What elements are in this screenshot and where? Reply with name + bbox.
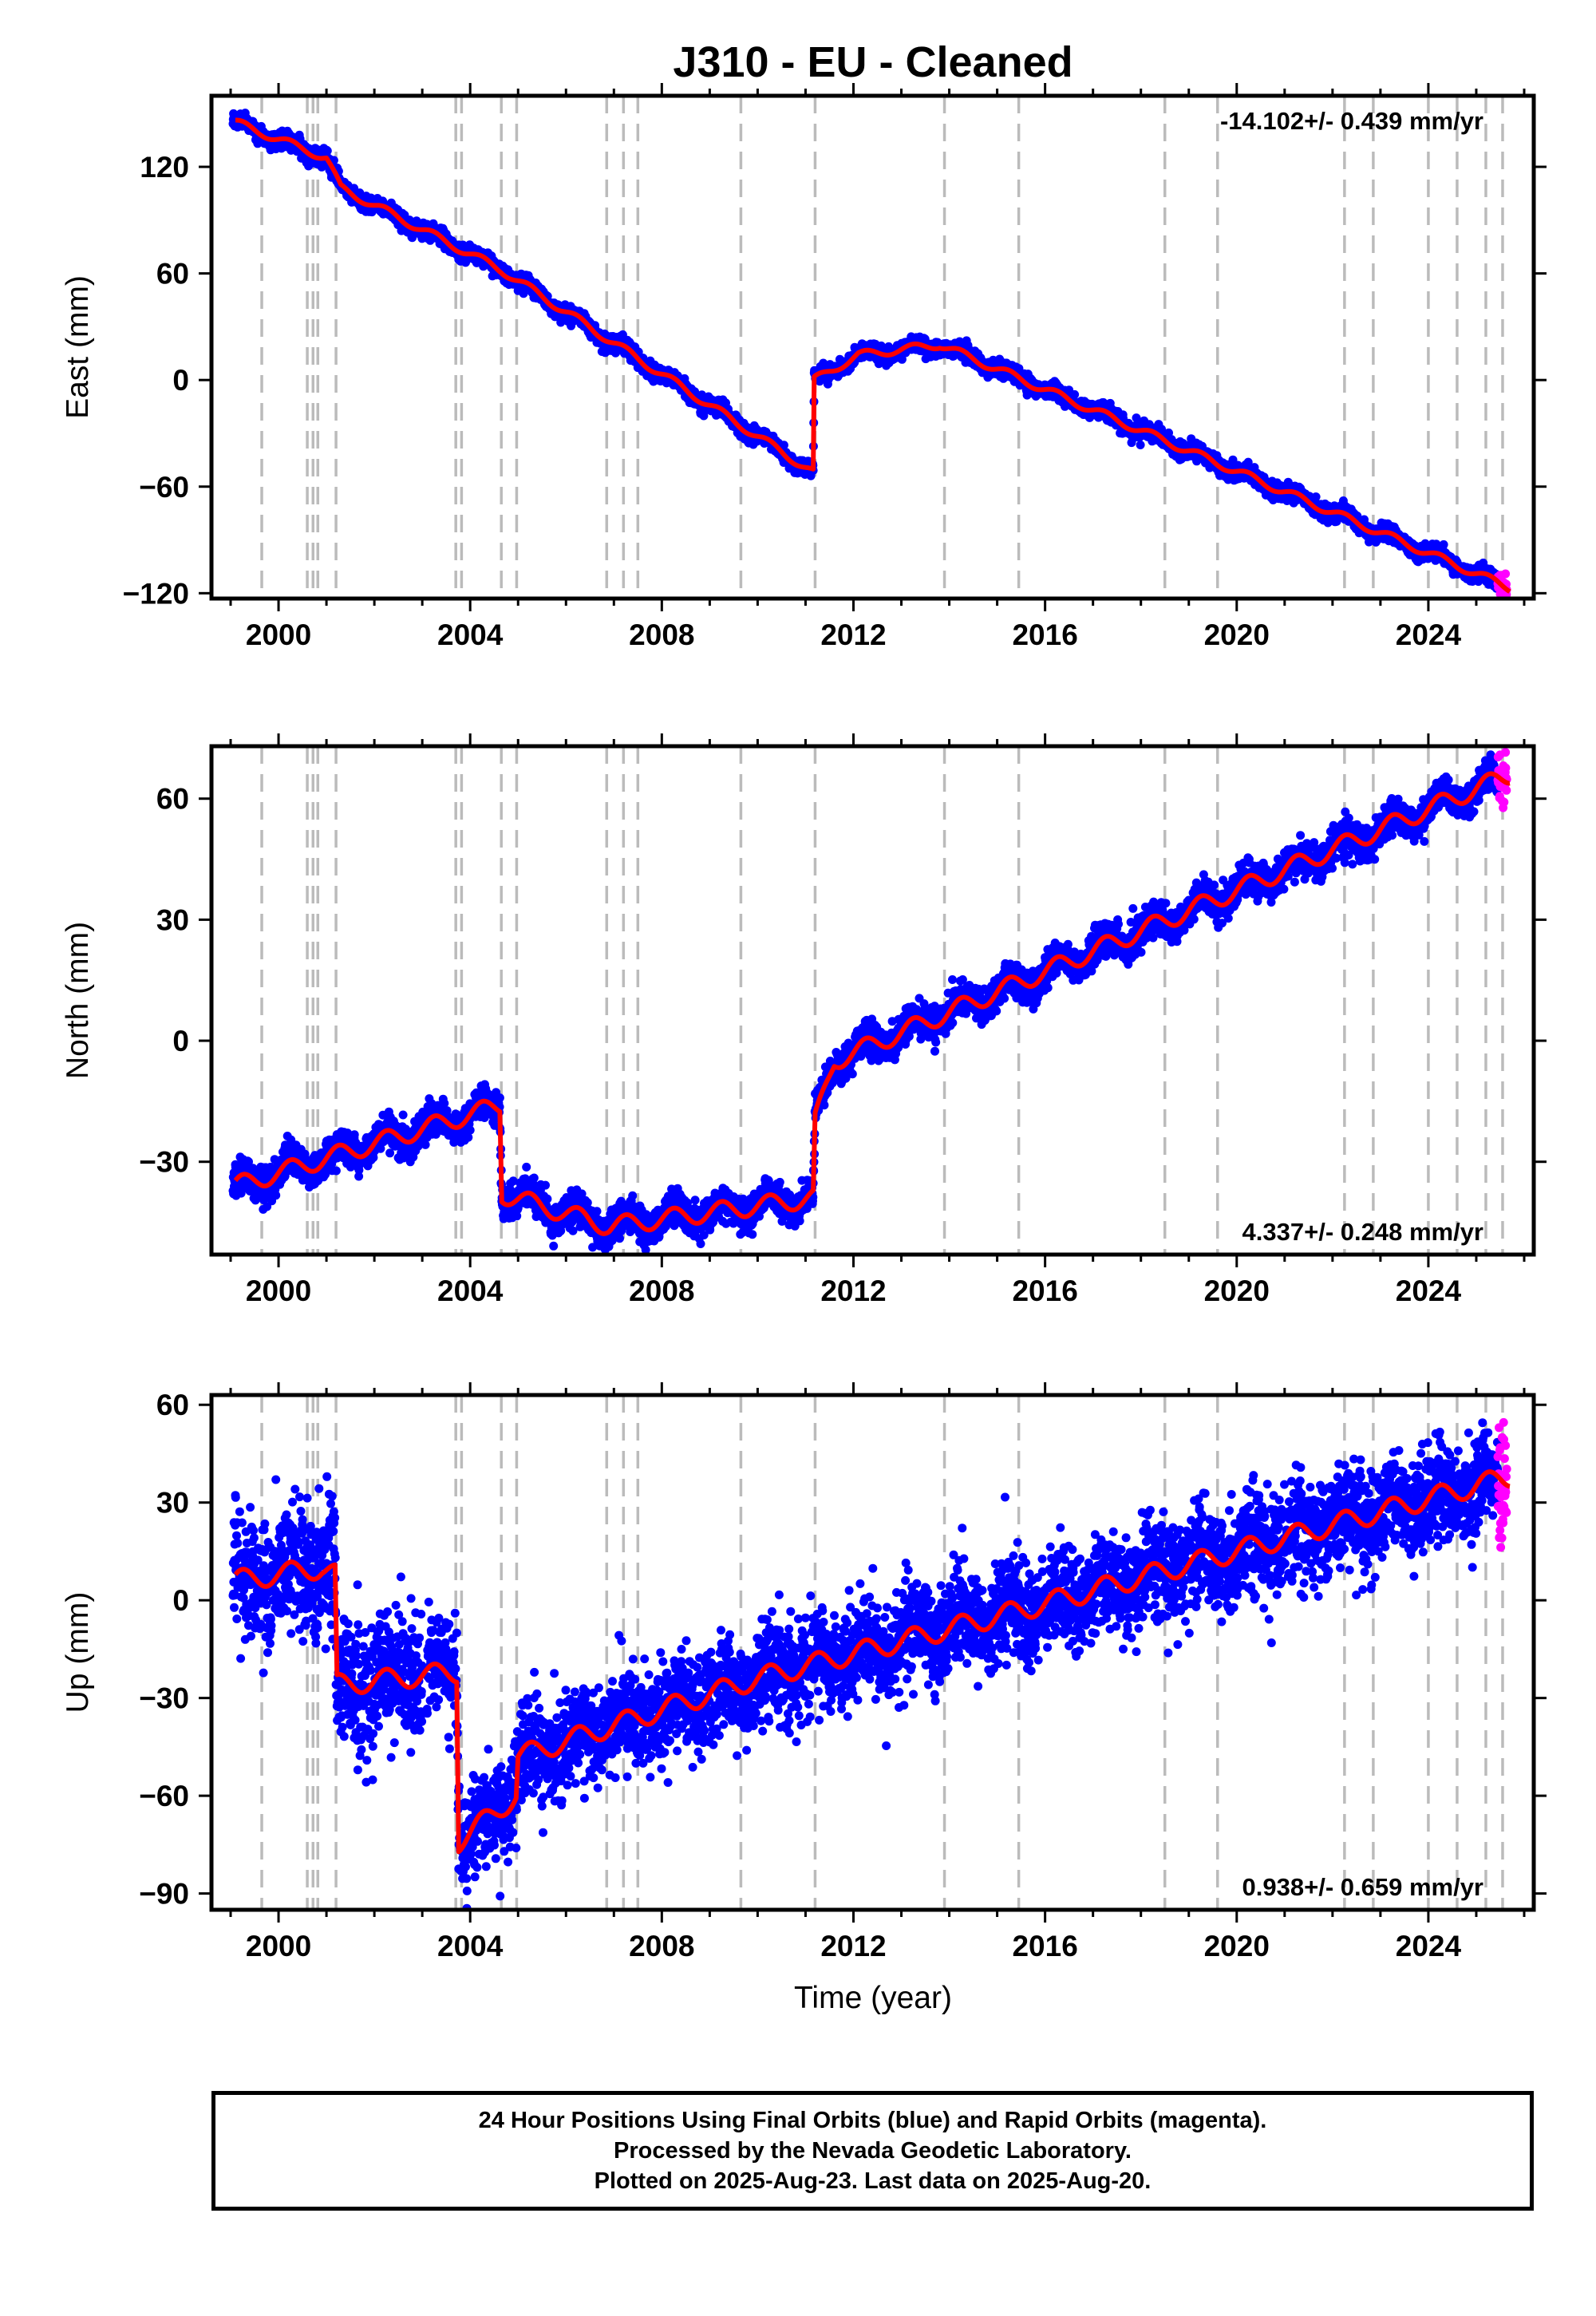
east-data-point: [322, 146, 332, 156]
east-data-points: [228, 109, 1511, 599]
east-event-lines: [260, 96, 1504, 599]
east-panel: 2000 2004 2008 2012 2016 2020 2024120600−60−12…: [61, 83, 1547, 651]
east-data-point: [1136, 441, 1145, 449]
